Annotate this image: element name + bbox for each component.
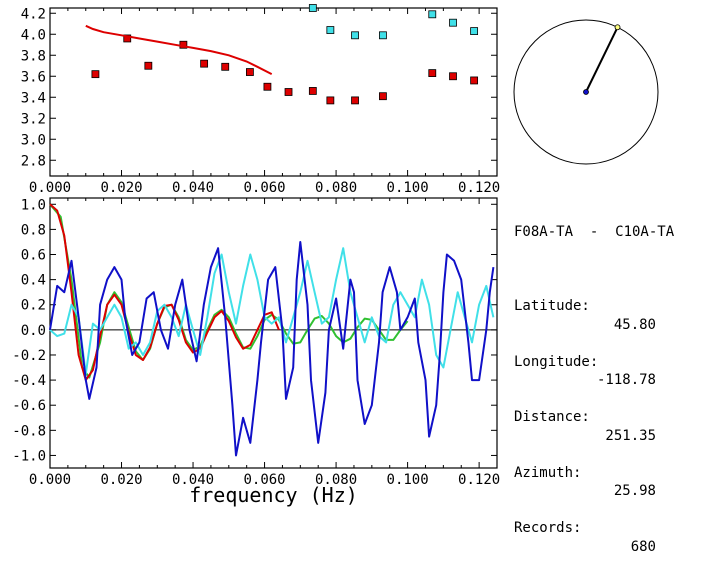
station-pair-label: F08A-TA - C10A-TA (514, 224, 675, 240)
point-red (123, 34, 132, 43)
series-line-green (49, 203, 409, 379)
point-red (221, 62, 230, 71)
distance-row: Distance: 251.35 (514, 390, 694, 444)
distance-value: 251.35 (605, 427, 656, 444)
point-red (308, 87, 317, 95)
top-y-tick-label: 3.2 (21, 111, 46, 127)
station-info-panel: F08A-TA - C10A-TA Latitude: 45.80 Longit… (514, 186, 702, 555)
azimuth-label: Azimuth: (514, 464, 582, 481)
dispersion-scatter-chart: 0.000 0.020 0.040 0.060 0.080 0.100 0.120 2.8 3.… (21, 4, 500, 196)
top-frame (49, 7, 498, 177)
bottom-frame (49, 197, 498, 469)
bottom-x-tick-label: 0.100 (387, 472, 429, 488)
series-line-red (49, 203, 280, 382)
series-line-blue (49, 241, 495, 457)
bottom-y-tick-label: 1.0 (21, 197, 46, 213)
bottom-x-tick-label: 0.020 (100, 472, 142, 488)
point-cyan (326, 26, 335, 34)
bottom-x-tick-label: 0.120 (458, 472, 500, 488)
top-y-tick-label: 3.0 (21, 132, 46, 148)
fit-curve-red (85, 24, 273, 75)
point-cyan (449, 18, 457, 27)
bottom-y-tick-label: -0.6 (12, 398, 46, 414)
bottom-y-tick-label: -0.4 (12, 373, 46, 389)
azimuth-row: Azimuth: 25.98 (514, 445, 694, 500)
point-red (379, 92, 387, 101)
bottom-y-tick-label: 0.6 (21, 248, 46, 264)
point-cyan (428, 10, 437, 19)
bottom-x-tick-label: 0.000 (29, 472, 71, 488)
point-cyan (308, 4, 317, 12)
bottom-y-tick-label: -0.2 (12, 348, 46, 364)
bottom-y-tick-label: -0.8 (12, 423, 46, 439)
correlation-line-chart: 0.000 0.020 0.040 0.060 0.080 0.100 0.120 1.0 0.… (12, 197, 500, 507)
bottom-y-tick-label: 0.2 (21, 298, 46, 314)
top-y-tick-label: 2.8 (21, 153, 46, 169)
longitude-value: -118.78 (596, 372, 656, 388)
point-red (284, 88, 293, 96)
bottom-x-tick-label: 0.040 (172, 472, 214, 488)
point-red (470, 76, 479, 85)
top-y-tick-label: 4.0 (21, 27, 46, 43)
top-y-tick-label: 3.8 (21, 48, 46, 64)
top-x-tick-label: 0.040 (172, 180, 214, 196)
top-x-tick-label: 0.020 (100, 180, 142, 196)
point-red (428, 69, 437, 77)
bottom-y-tick-label: 0.4 (21, 273, 46, 289)
dial-circle (513, 19, 659, 165)
top-x-tick-label: 0.080 (315, 180, 357, 196)
top-y-tick-label: 3.6 (21, 69, 46, 85)
bottom-y-tick-label: 0.8 (21, 222, 46, 238)
longitude-row: Longitude: -118.78 (514, 334, 694, 389)
bottom-y-tick-label: 0.0 (21, 323, 46, 339)
latitude-value: 45.80 (613, 316, 656, 333)
records-value: 680 (630, 538, 656, 555)
azimuth-needle (585, 26, 619, 93)
bottom-y-tick-label: -1.0 (12, 448, 46, 464)
point-red (91, 70, 100, 79)
distance-label: Distance: (514, 409, 590, 425)
point-cyan (351, 31, 359, 40)
point-red (200, 59, 209, 68)
records-label: Records: (514, 520, 582, 536)
point-cyan (379, 31, 387, 40)
figure: 0.000 0.020 0.040 0.060 0.080 0.100 0.120 2.8 3.… (12, 4, 659, 507)
records-row: Records: 680 (514, 501, 694, 555)
point-red (245, 68, 254, 76)
latitude-row: Latitude: 45.80 (514, 279, 694, 333)
point-cyan (470, 27, 479, 36)
point-red (326, 96, 335, 105)
top-y-tick-label: 4.2 (21, 6, 46, 22)
point-red (144, 61, 153, 70)
bottom-x-tick-label: 0.060 (243, 472, 285, 488)
point-red (449, 72, 457, 81)
azimuth-value: 25.98 (613, 483, 656, 499)
top-y-tick-label: 3.4 (21, 90, 46, 106)
x-axis-label: frequency (Hz) (189, 483, 358, 507)
top-x-tick-label: 0.120 (458, 180, 500, 196)
series-line-cyan (49, 247, 495, 375)
top-x-tick-label: 0.000 (29, 180, 71, 196)
origin-station-marker (583, 89, 589, 95)
point-red (351, 96, 359, 105)
target-station-marker (614, 24, 621, 31)
top-x-tick-label: 0.060 (243, 180, 285, 196)
azimuth-dial (513, 19, 659, 165)
bottom-x-tick-label: 0.080 (315, 472, 357, 488)
point-red (263, 82, 272, 91)
latitude-label: Latitude: (514, 298, 590, 314)
top-x-tick-label: 0.100 (387, 180, 429, 196)
longitude-label: Longitude: (514, 353, 599, 370)
